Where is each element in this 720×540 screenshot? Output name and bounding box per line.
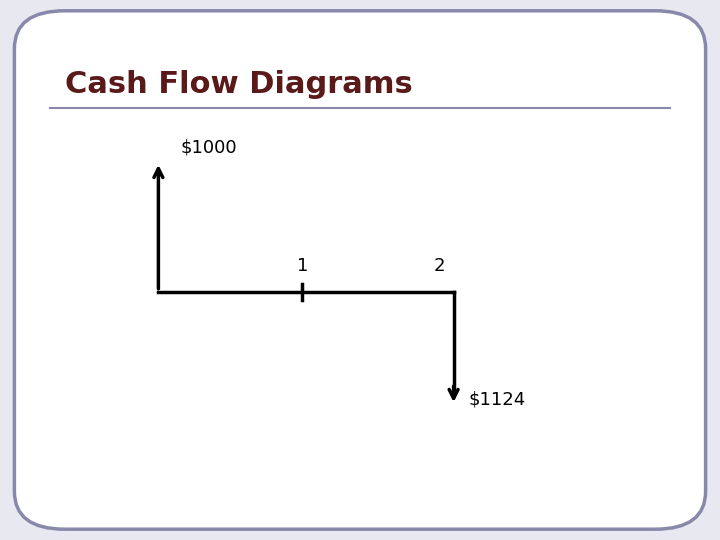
Text: 1: 1 bbox=[297, 258, 308, 275]
Text: Cash Flow Diagrams: Cash Flow Diagrams bbox=[65, 70, 413, 99]
Text: $1000: $1000 bbox=[180, 139, 237, 157]
Text: 2: 2 bbox=[433, 258, 445, 275]
Text: $1124: $1124 bbox=[468, 390, 526, 409]
